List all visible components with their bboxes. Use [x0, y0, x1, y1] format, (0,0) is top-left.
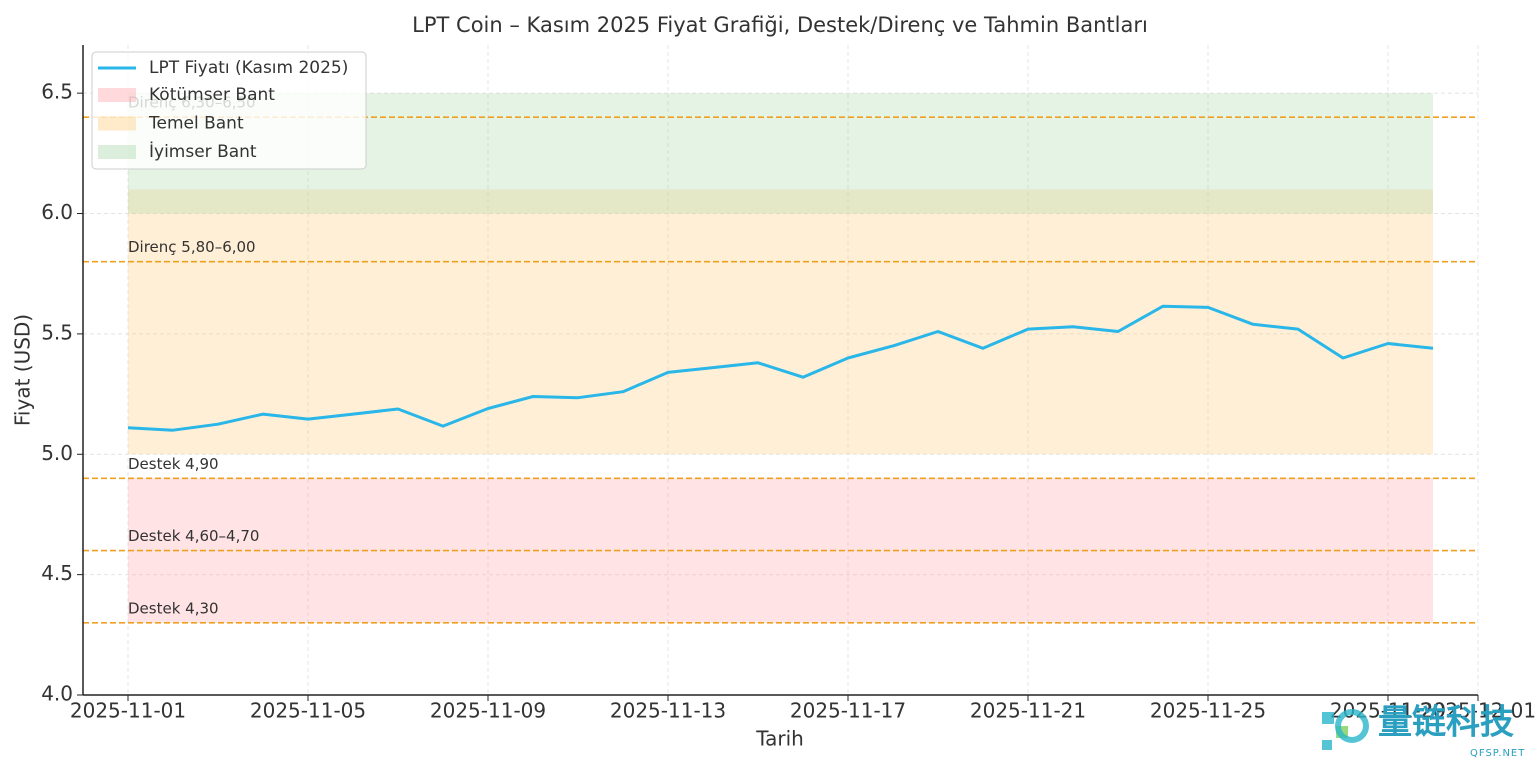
watermark-icon — [1322, 712, 1334, 724]
chart-title: LPT Coin – Kasım 2025 Fiyat Grafiği, Des… — [412, 13, 1148, 37]
legend-label: İyimser Bant — [149, 141, 257, 162]
legend-swatch — [98, 116, 136, 131]
x-tick-label: 2025-12-01 — [1420, 699, 1536, 723]
y-tick-label: 6.5 — [41, 80, 73, 104]
legend-label: LPT Fiyatı (Kasım 2025) — [149, 58, 348, 78]
legend-swatch — [98, 145, 136, 159]
y-tick-label: 6.0 — [41, 200, 73, 224]
legend-label: Temel Bant — [148, 114, 244, 134]
y-tick-label: 5.0 — [41, 441, 73, 465]
y-axis-label: Fiyat (USD) — [11, 314, 35, 426]
level-label: Destek 4,60–4,70 — [128, 527, 259, 545]
watermark-icon — [1322, 740, 1332, 750]
x-tick-label: 2025-11-09 — [430, 699, 546, 723]
legend: LPT Fiyatı (Kasım 2025) Kötümser Bant Teme… — [91, 51, 367, 170]
watermark-icon — [1335, 709, 1369, 743]
level-label: Destek 4,90 — [128, 455, 219, 473]
x-tick-label: 2025-11-01 — [70, 699, 186, 723]
level-label: Destek 4,30 — [128, 599, 219, 617]
plot-area: Destek 4,30 Destek 4,60–4,70 Destek 4,90 Di… — [41, 45, 1536, 723]
watermark: 量链科技 QFSP.NET — [1322, 703, 1525, 759]
forecast-band — [128, 189, 1433, 455]
level-label: Direnç 5,80–6,00 — [128, 238, 256, 256]
legend-label: Kötümser Bant — [149, 85, 275, 105]
watermark-text: 量链科技 — [1378, 703, 1514, 743]
watermark-subtext: QFSP.NET — [1470, 748, 1525, 759]
x-axis-label: Tarih — [755, 727, 804, 751]
y-tick-label: 5.5 — [41, 320, 73, 344]
y-tick-label: 4.5 — [41, 561, 73, 585]
x-tick-label: 2025-11-13 — [610, 699, 726, 723]
price-line — [127, 304, 1434, 432]
y-tick-label: 4.0 — [41, 682, 73, 706]
x-tick-label: 2025-11-21 — [970, 699, 1086, 723]
x-tick-label: 2025-11-17 — [790, 699, 906, 723]
legend-swatch — [98, 88, 136, 102]
x-tick-label: 2025-11-25 — [1150, 699, 1266, 723]
legend-box — [91, 51, 367, 170]
x-tick-label: 2025-11-05 — [250, 699, 366, 723]
